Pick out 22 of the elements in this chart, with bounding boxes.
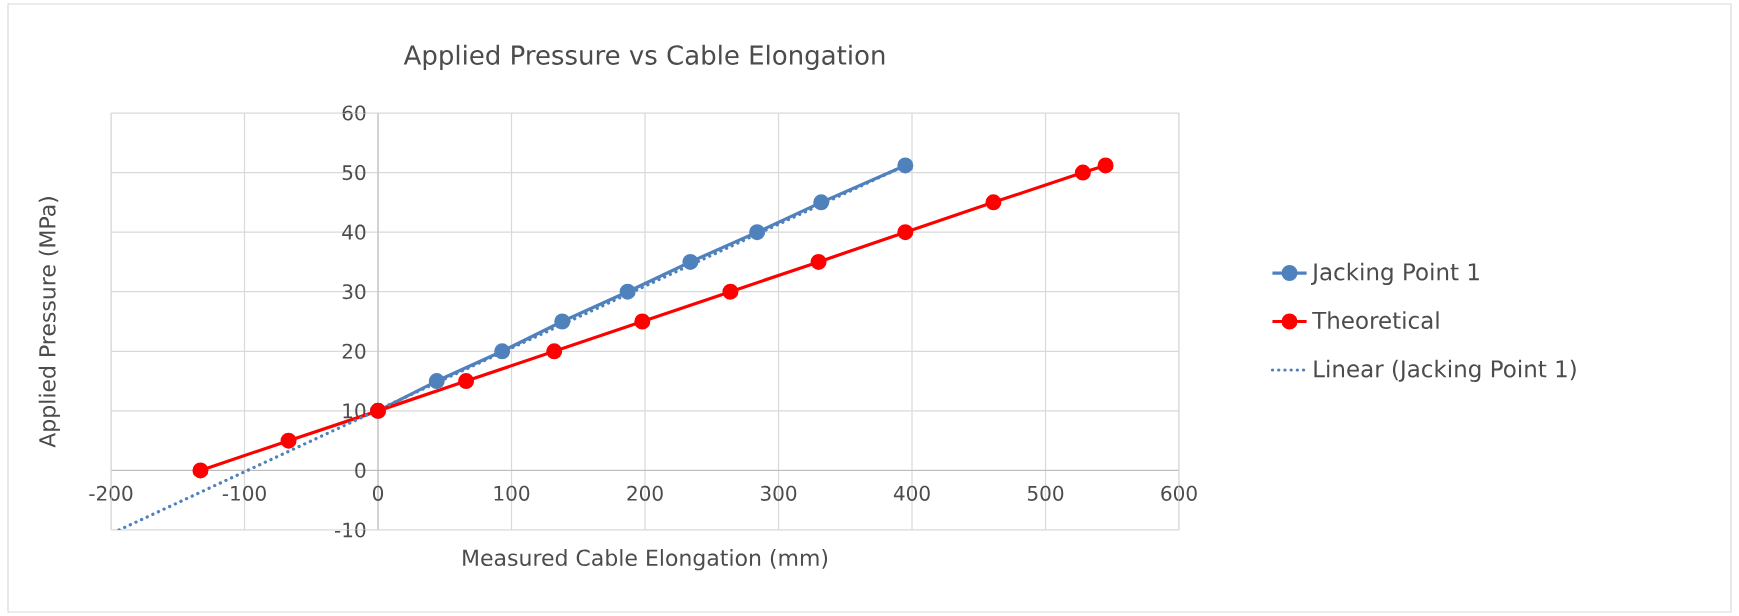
y-tick-label: 50 — [342, 164, 366, 181]
legend-label: Linear (Jacking Point 1) — [1314, 359, 1576, 382]
legend-label: Jacking Point 1 — [1311, 262, 1479, 286]
y-tick-label: -10 — [334, 522, 366, 538]
chart-title: Applied Pressure vs Cable Elongation — [403, 44, 885, 70]
x-tick-label: 0 — [372, 485, 384, 501]
x-tick-label: 600 — [1161, 485, 1197, 501]
y-tick-label: 60 — [342, 105, 366, 121]
y-tick-label: 40 — [342, 224, 366, 240]
y-tick-label: 20 — [342, 343, 366, 359]
y-axis-title: Applied Pressure (MPa) — [38, 197, 60, 448]
x-tick-label: 300 — [760, 485, 797, 501]
x-axis-title: Measured Cable Elongation (mm) — [463, 549, 828, 571]
x-tick-label: 200 — [627, 485, 663, 501]
x-tick-label: -200 — [89, 485, 133, 501]
x-tick-label: 500 — [1027, 485, 1064, 501]
y-tick-label: 0 — [355, 462, 366, 478]
x-tick-label: -100 — [222, 485, 266, 501]
legend-label: Theoretical — [1312, 311, 1439, 330]
x-tick-label: 100 — [494, 485, 530, 501]
y-tick-label: 30 — [342, 284, 366, 300]
x-tick-label: 400 — [893, 485, 930, 501]
